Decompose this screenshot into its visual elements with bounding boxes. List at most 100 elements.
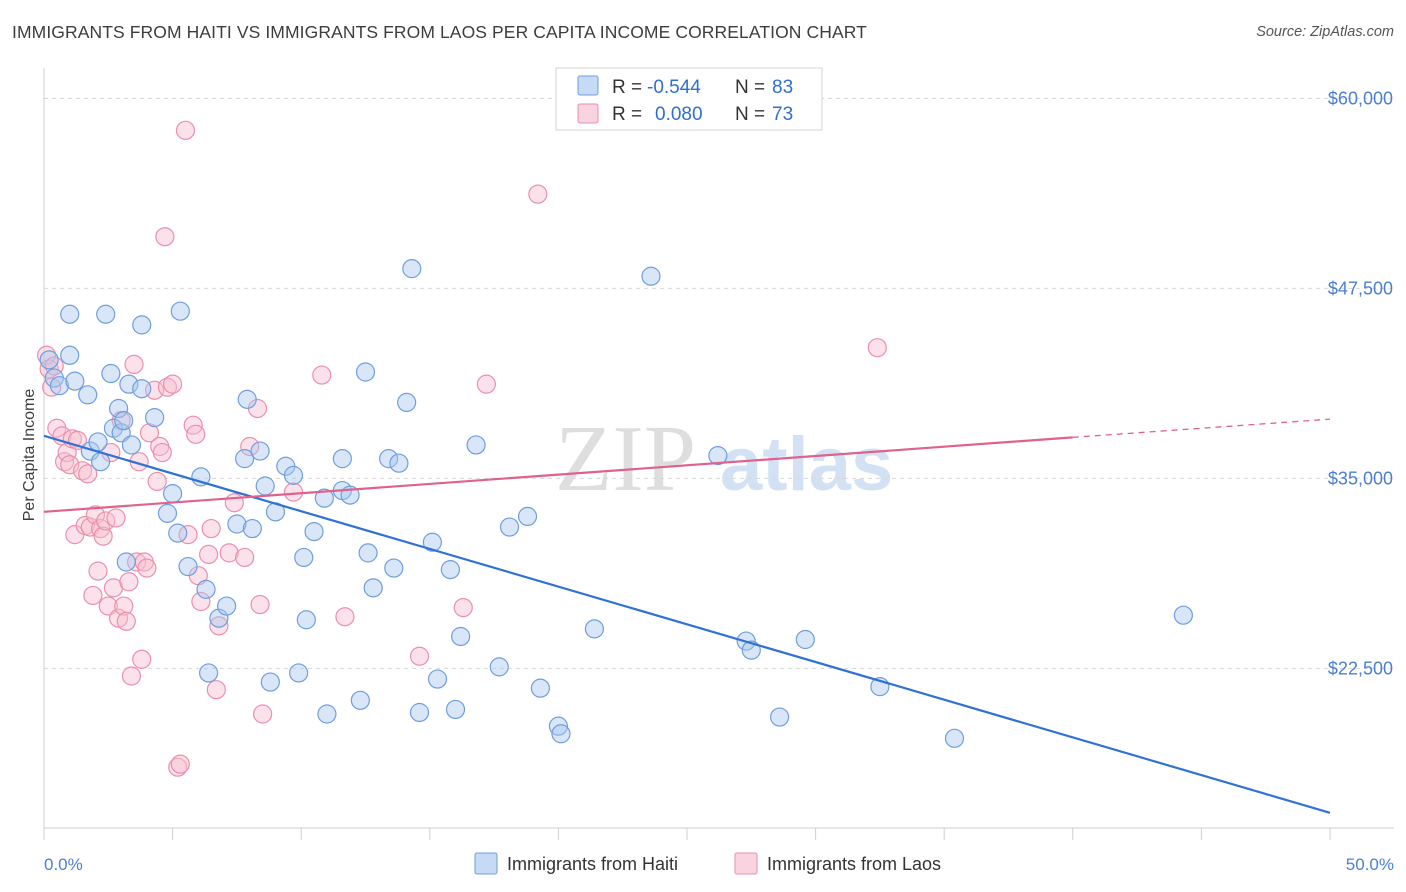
laos-point	[83, 585, 103, 606]
laos-point	[155, 227, 175, 247]
haiti-point	[209, 608, 229, 628]
laos-point	[88, 561, 108, 581]
haiti-point	[255, 476, 275, 496]
haiti-point	[88, 432, 108, 452]
laos-point	[93, 526, 113, 546]
laos-point	[312, 365, 332, 385]
haiti-point	[217, 596, 237, 616]
haiti-point	[530, 678, 550, 698]
haiti-point	[517, 506, 538, 527]
haiti-point	[427, 669, 448, 689]
laos-point	[175, 120, 196, 140]
legend-r-label-haiti: R =	[612, 77, 642, 98]
haiti-point	[132, 379, 152, 399]
bottom-legend-swatch-laos	[734, 852, 758, 875]
y-tick-label: $35,000	[1328, 468, 1393, 488]
laos-point	[201, 518, 221, 539]
laos-point	[235, 547, 255, 568]
laos-point	[114, 596, 134, 616]
haiti-point	[944, 728, 965, 748]
haiti-point	[196, 579, 216, 599]
laos-point	[191, 591, 211, 612]
legend-n-value-haiti: 83	[772, 77, 793, 98]
haiti-point	[350, 690, 370, 710]
haiti-point	[314, 488, 334, 508]
haiti-point	[422, 532, 442, 552]
laos-point	[186, 424, 206, 444]
legend-r-value-haiti: -0.544	[647, 77, 701, 98]
haiti-point	[317, 704, 337, 724]
haiti-point	[409, 702, 430, 723]
bottom-legend-label-haiti: Immigrants from Haiti	[507, 854, 678, 874]
laos-point	[240, 436, 260, 457]
laos-point	[121, 666, 142, 686]
haiti-point	[1173, 605, 1193, 625]
haiti-point	[60, 345, 80, 365]
laos-point	[124, 354, 144, 374]
laos-point	[152, 442, 172, 463]
haiti-point	[294, 547, 314, 568]
y-tick-label: $47,500	[1328, 278, 1393, 298]
haiti-point	[163, 484, 183, 504]
haiti-point	[440, 559, 460, 580]
laos-point	[224, 493, 244, 513]
laos-point	[250, 594, 270, 615]
haiti-point	[289, 663, 309, 683]
laos-point	[147, 471, 167, 492]
watermark-zip: ZIP	[555, 407, 696, 511]
series-haiti-points	[39, 259, 1193, 748]
haiti-point	[65, 371, 85, 391]
haiti-point	[39, 350, 59, 370]
chart-title: IMMIGRANTS FROM HAITI VS IMMIGRANTS FROM…	[12, 22, 867, 42]
haiti-point	[250, 441, 270, 461]
haiti-point	[283, 465, 304, 485]
legend-box	[555, 67, 823, 131]
laos-point	[116, 611, 136, 631]
laos-point	[119, 572, 139, 592]
haiti-point	[445, 699, 466, 720]
laos-point	[283, 482, 304, 502]
haiti-point	[168, 523, 188, 543]
laos-point	[139, 423, 160, 443]
haiti-point	[260, 672, 280, 692]
haiti-point	[121, 435, 142, 455]
bottom-legend-swatch-haiti	[474, 852, 498, 875]
laos-point	[253, 704, 273, 724]
haiti-point	[489, 657, 509, 677]
legend-n-label-haiti: N =	[735, 77, 765, 98]
haiti-point	[296, 610, 316, 630]
laos-point	[157, 377, 178, 397]
haiti-point	[170, 301, 190, 321]
y-tick-label: $22,500	[1328, 658, 1393, 678]
haiti-trend-line	[43, 434, 1331, 814]
laos-point	[867, 338, 887, 358]
haiti-point	[304, 521, 324, 542]
haiti-point	[111, 423, 131, 443]
haiti-point	[157, 503, 178, 523]
haiti-point	[363, 578, 383, 598]
laos-point	[170, 754, 190, 774]
laos-point	[72, 461, 93, 481]
x-tick-label-min: 0.0%	[44, 855, 83, 874]
haiti-point	[389, 453, 409, 473]
laos-point	[453, 597, 473, 618]
haiti-point	[358, 543, 378, 563]
haiti-point	[178, 556, 198, 577]
laos-point	[126, 552, 147, 572]
laos-trend-line	[43, 436, 1073, 513]
laos-point	[209, 616, 229, 636]
legend-swatch-haiti	[577, 75, 599, 96]
haiti-point	[60, 304, 80, 324]
haiti-point	[199, 663, 219, 683]
haiti-point	[108, 398, 129, 419]
haiti-point	[379, 449, 399, 469]
haiti-point	[769, 707, 790, 727]
haiti-point	[551, 724, 571, 744]
laos-point	[137, 558, 157, 578]
haiti-point	[114, 411, 134, 431]
haiti-point	[402, 259, 422, 279]
laos-point	[528, 184, 548, 204]
source-label: Source: ZipAtlas.com	[1256, 24, 1394, 40]
bottom-legend-label-laos: Immigrants from Laos	[767, 854, 941, 874]
haiti-point	[119, 374, 139, 394]
